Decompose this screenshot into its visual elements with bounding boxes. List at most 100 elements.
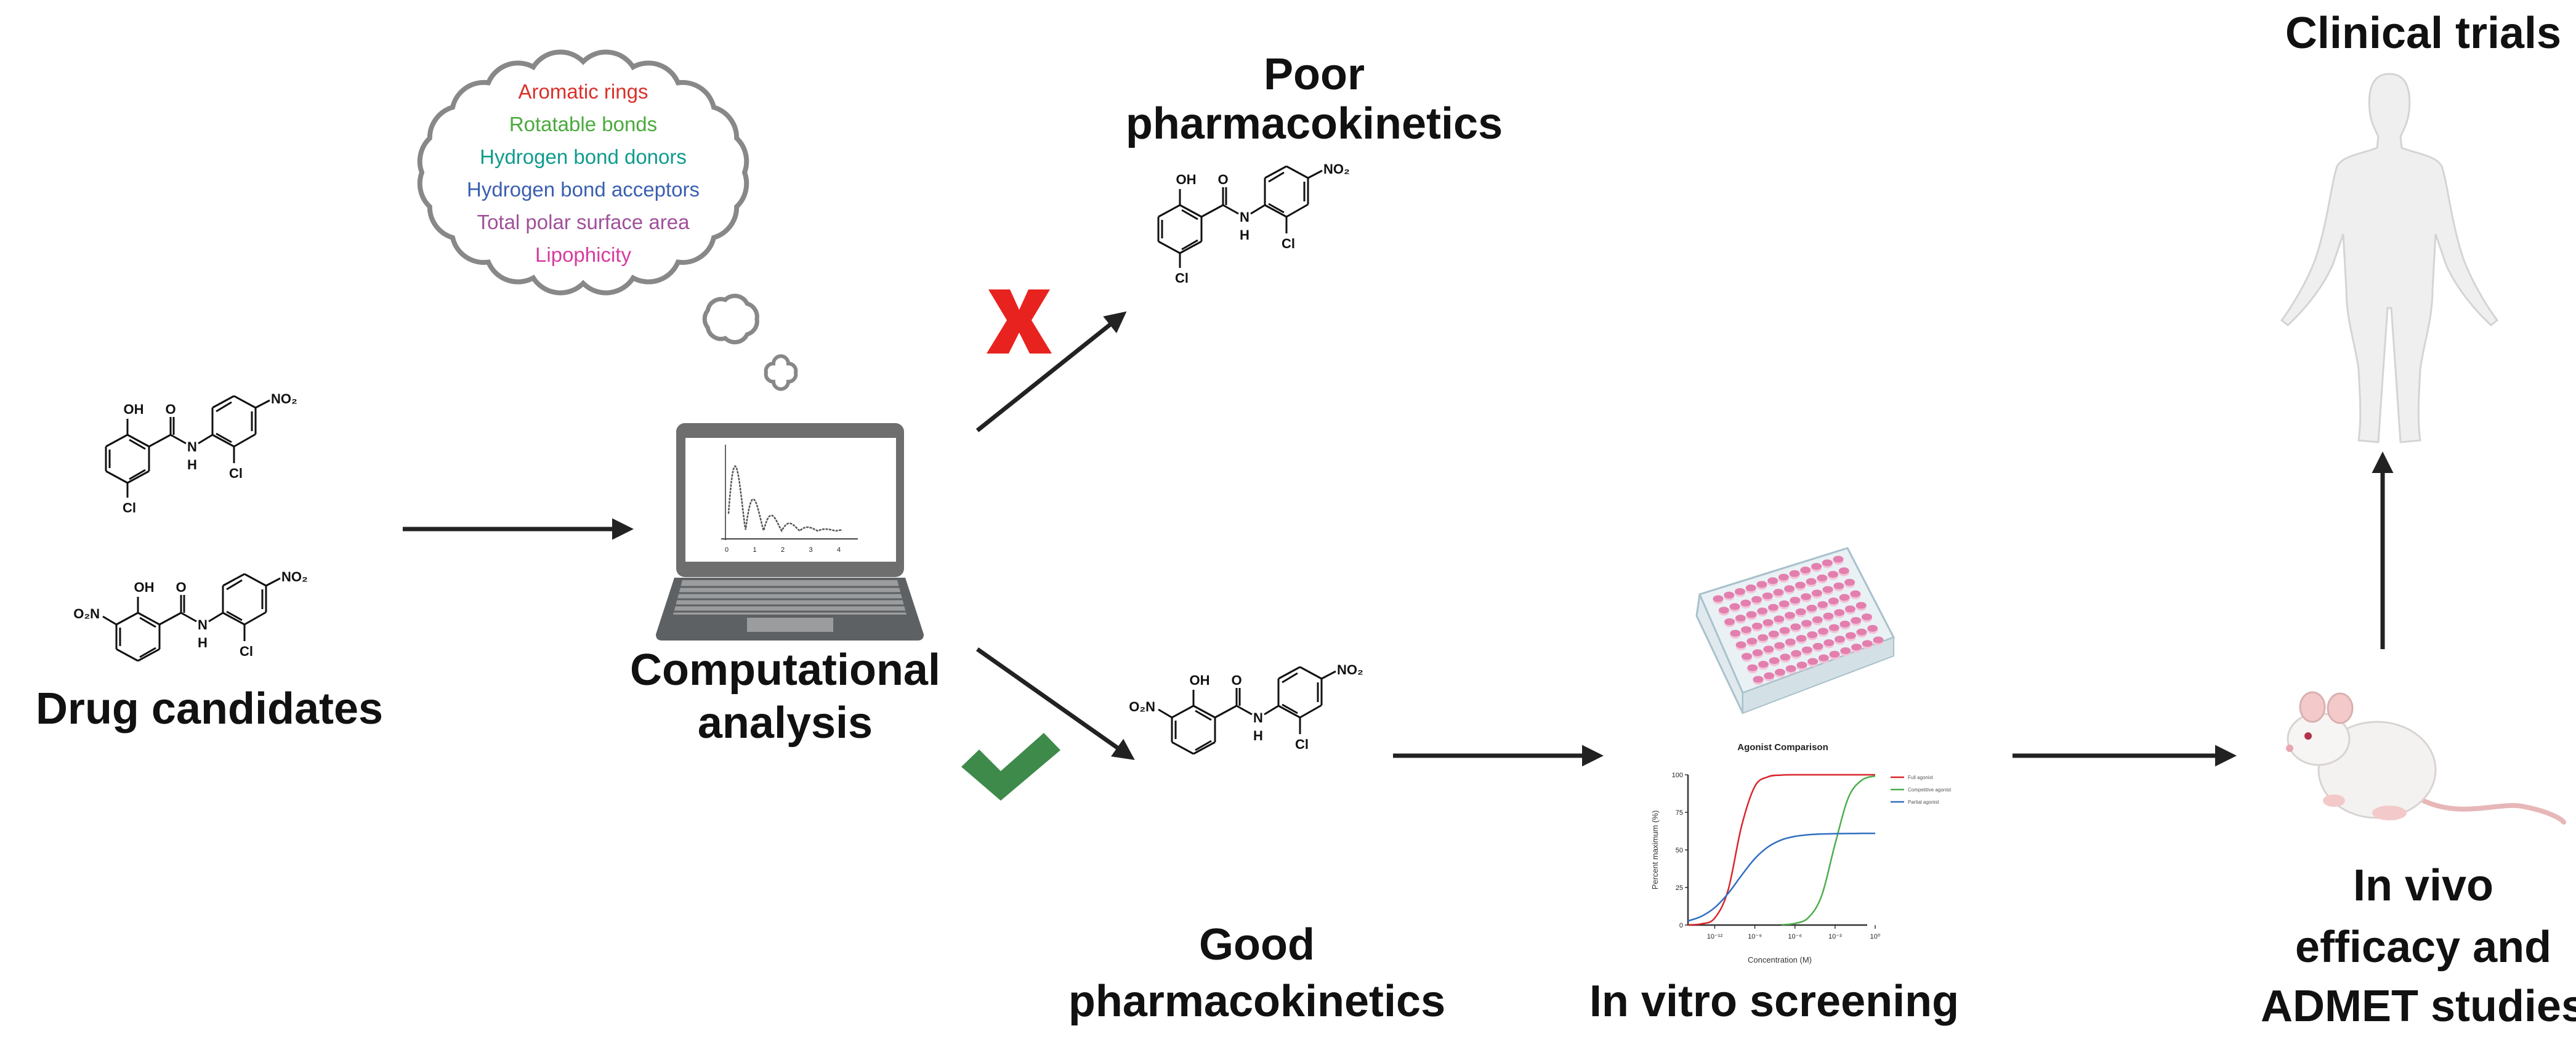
atom-label: Cl [1295,737,1309,752]
bond [1278,666,1301,680]
well-liquid [1784,585,1795,592]
well-liquid [1840,647,1851,654]
good-pk-molecule: NH OH O Cl NO₂ O₂N [1129,662,1363,755]
well-liquid [1796,661,1807,669]
bond [233,395,256,409]
well-liquid [1867,625,1878,632]
well-liquid [1834,608,1845,616]
bond [148,434,171,448]
well-liquid [1817,601,1828,608]
well-liquid [1774,642,1785,649]
well-liquid [1795,581,1806,589]
bond [137,648,160,662]
bond [1321,670,1336,680]
atom-label: O [1217,172,1228,187]
well-liquid [1862,640,1873,647]
y-tick-label: 0 [1679,922,1683,929]
well-liquid [1811,589,1822,597]
bond [244,611,267,626]
well-liquid [1807,631,1818,639]
good-pk-label-line2: pharmacokinetics [1068,977,1445,1026]
cloud-item: Hydrogen bond acceptors [467,178,700,201]
well-liquid [1844,578,1855,586]
bond [1171,741,1194,755]
well-liquid [1845,632,1856,639]
well-liquid [1796,634,1807,642]
cloud-item: Total polar surface area [477,211,690,233]
well-liquid [1718,607,1729,614]
cloud-item: Hydrogen bond donors [480,145,687,168]
well-liquid [1823,612,1834,620]
arrow-to-good-pk [975,647,1135,761]
agonist-comparison-chart: Agonist Comparison 0 25 50 75 100 10⁻¹² 10⁻⁹ 10⁻… [1650,742,1952,964]
bond [208,612,224,623]
well-liquid [1758,634,1769,641]
well-liquid [1789,570,1800,577]
atom-label: H [1240,227,1250,243]
x-tick-label: 10⁰ [1870,933,1881,940]
well-liquid [1838,567,1849,575]
cloud-puff-small [764,354,798,391]
bond [1278,705,1301,719]
well-liquid [1779,600,1790,607]
bond [1264,204,1287,218]
x-axis-label: Concentration (M) [1748,955,1812,964]
well-liquid [1873,636,1884,644]
well-liquid [1833,582,1844,589]
atom-label: NO₂ [271,391,297,406]
well-liquid [1730,629,1741,637]
bond [265,577,281,587]
legend-label: Full agonist [1908,775,1934,780]
computational-label-line2: analysis [698,698,873,748]
cloud-item: Rotatable bonds [509,113,657,135]
bond [1158,240,1181,254]
well-liquid [1768,630,1779,637]
bond [129,439,146,450]
well-liquid [1769,657,1780,665]
well-liquid [1822,586,1833,593]
well-liquid [1823,639,1835,647]
in-vivo-label-line2: efficacy and [2295,923,2551,972]
bond [1268,171,1285,183]
well-liquid [1828,571,1839,578]
thought-cloud: Aromatic rings Rotatable bonds Hydrogen bo… [417,49,798,391]
bond [129,469,146,480]
bond [212,395,235,409]
atom-label: H [198,635,208,650]
well-liquid [1779,627,1790,634]
well-liquid [1735,615,1746,622]
bond [216,432,232,443]
well-liquid [1729,603,1740,610]
laptop-screen-plot [727,465,843,533]
well-liquid [1833,556,1844,563]
cloud-shape [417,49,749,296]
bond [127,434,150,448]
well-liquid [1851,616,1862,624]
atom-label: Cl [229,466,243,481]
well-liquid [1800,566,1811,573]
well-liquid [1790,597,1801,604]
bond [1307,169,1323,179]
well-liquid [1778,573,1789,581]
atom-label: NO₂ [1323,161,1350,177]
bond [1264,165,1287,179]
bond [159,612,182,626]
atom-label: N [1253,710,1263,726]
well-liquid [1801,620,1812,627]
well-liquid [1747,664,1758,671]
y-axis-label: Percent maximum (%) [1650,811,1660,890]
bond [1299,704,1322,719]
well-liquid [1785,665,1796,673]
bond [222,612,245,626]
bond [1193,705,1216,719]
in-vivo-label-line1: In vivo [2353,861,2493,910]
bond [139,647,156,658]
well-liquid [1751,623,1762,630]
well-liquid [1762,619,1774,626]
poor-pk-label-line2: pharmacokinetics [1126,99,1503,148]
well-liquid [1734,588,1745,595]
bond [127,470,150,484]
well-liquid [1818,628,1829,635]
bond [1195,709,1212,721]
